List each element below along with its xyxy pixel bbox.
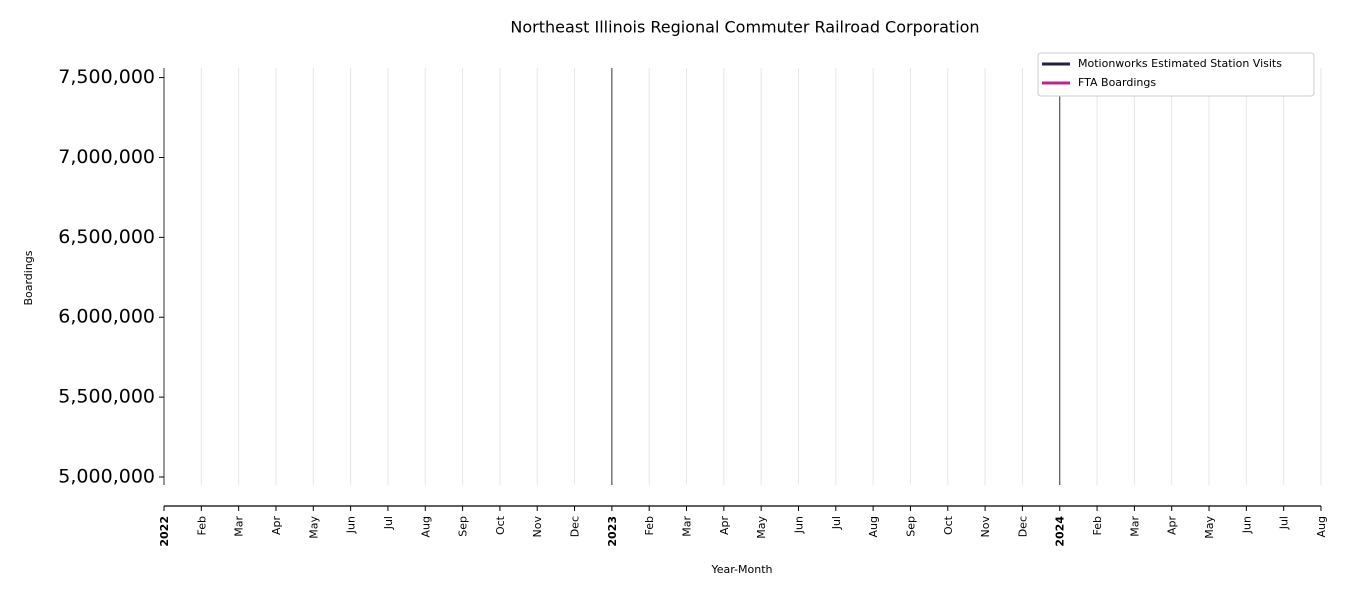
x-tick-label: Mar [233, 516, 246, 537]
x-tick-label: Jul [830, 516, 843, 530]
x-tick-label: Mar [681, 516, 694, 537]
x-tick-label: Nov [979, 516, 992, 538]
x-tick-label: Feb [643, 516, 656, 535]
y-tick-label: 7,000,000 [58, 146, 155, 168]
x-tick-label: Jul [382, 516, 395, 530]
x-tick-label: Oct [942, 515, 955, 535]
chart-title: Northeast Illinois Regional Commuter Rai… [510, 18, 979, 37]
x-tick-label: Apr [718, 516, 731, 536]
x-tick-label: May [307, 516, 320, 539]
x-tick-label: Apr [1166, 516, 1179, 536]
x-tick-label: Aug [867, 516, 880, 537]
y-tick-label: 6,000,000 [58, 306, 155, 328]
y-tick-label: 6,500,000 [58, 226, 155, 248]
y-tick-label: 5,500,000 [58, 386, 155, 408]
x-tick-label: Feb [195, 516, 208, 535]
x-tick-label: Jun [792, 516, 805, 534]
y-axis-label: Boardings [22, 250, 35, 305]
y-tick-label: 7,500,000 [58, 66, 155, 88]
x-tick-label: May [1203, 516, 1216, 539]
x-tick-label: Sep [457, 516, 470, 537]
x-tick-label: 2024 [1054, 516, 1067, 547]
x-tick-label: Apr [270, 516, 283, 536]
x-tick-label: Aug [419, 516, 432, 537]
legend-label: FTA Boardings [1078, 76, 1156, 89]
y-tick-label: 5,000,000 [58, 466, 155, 488]
x-tick-label: Jun [1240, 516, 1253, 534]
legend-box [1037, 52, 1315, 97]
x-tick-label: Jul [1278, 516, 1291, 530]
x-axis-label: Year-Month [710, 563, 772, 576]
x-tick-label: 2023 [606, 516, 619, 547]
x-tick-label: Dec [569, 516, 582, 537]
x-tick-label: 2022 [158, 516, 171, 547]
x-tick-label: May [755, 516, 768, 539]
x-tick-label: Mar [1128, 516, 1141, 537]
x-tick-label: Feb [1091, 516, 1104, 535]
x-tick-label: Dec [1016, 516, 1029, 537]
x-tick-label: Nov [531, 516, 544, 538]
x-tick-label: Jun [345, 516, 358, 534]
legend-label: Motionworks Estimated Station Visits [1078, 57, 1282, 70]
x-tick-label: Sep [904, 516, 917, 537]
x-tick-label: Aug [1315, 516, 1328, 537]
x-tick-label: Oct [494, 515, 507, 535]
